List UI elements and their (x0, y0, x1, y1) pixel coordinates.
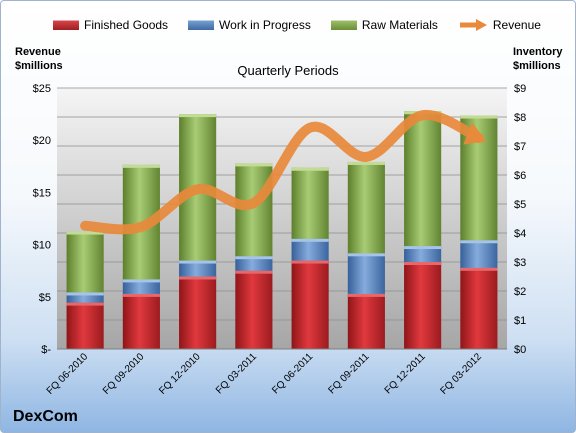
right-axis-tick-label: $3 (514, 257, 526, 269)
x-axis-tick-label: FQ 03-2012 (438, 351, 484, 397)
bar-raw-materials-cap (179, 114, 217, 118)
bar-finished-goods (179, 276, 217, 349)
x-axis-tick-label: FQ 09-2010 (101, 351, 147, 397)
bar-finished-goods (404, 262, 442, 349)
legend-arrow-revenue (459, 19, 487, 31)
revenue-arrowhead (463, 122, 487, 145)
bar-raw-materials (404, 111, 442, 247)
bar-finished-goods-cap (122, 293, 160, 297)
x-axis-tick-label: FQ 12-2011 (383, 351, 428, 396)
bar-finished-goods (347, 293, 385, 349)
right-axis-tick-label: $0 (514, 344, 526, 356)
right-axis-tick-label: $1 (514, 315, 526, 327)
legend-item-revenue: Revenue (458, 18, 541, 32)
right-axis-tick-label: $7 (514, 141, 526, 153)
bar-finished-goods (122, 293, 160, 349)
company-name: DexCom (13, 408, 78, 425)
x-axis-tick-label: FQ 06-2010 (45, 351, 91, 397)
bar-work-in-progress (179, 260, 217, 277)
x-axis-tick-label: FQ 03-2011 (214, 351, 259, 396)
legend-swatch-work-in-progress (188, 20, 215, 30)
left-axis-title: Revenue $millions (15, 45, 63, 73)
bar-work-in-progress (66, 292, 104, 303)
bar-finished-goods (460, 267, 498, 349)
right-axis-title-line-2: $millions (513, 60, 561, 72)
left-axis-tick-label: $25 (33, 83, 51, 95)
legend-item-finished-goods: Finished Goods (53, 18, 168, 32)
bar-work-in-progress-cap (122, 279, 160, 283)
legend-swatch-raw-materials (330, 20, 357, 30)
right-axis-tick-label: $9 (514, 83, 526, 95)
bar-raw-materials-cap (66, 231, 104, 235)
bar-finished-goods-cap (179, 276, 217, 280)
bar-finished-goods (66, 302, 104, 349)
left-axis-tick-label: $15 (33, 187, 51, 199)
legend-item-raw-materials: Raw Materials (330, 18, 438, 32)
right-axis-tick-label: $2 (514, 286, 526, 298)
left-axis-tick-label: $5 (39, 292, 51, 304)
bar-finished-goods-cap (235, 270, 273, 274)
bar-work-in-progress-cap (291, 238, 329, 242)
bar-raw-materials-cap (347, 161, 385, 165)
legend-label-finished-goods: Finished Goods (84, 18, 169, 32)
left-axis-title-line-2: $millions (15, 60, 63, 72)
bar-work-in-progress (347, 253, 385, 294)
left-axis-title-line-1: Revenue (15, 46, 61, 58)
legend-label-raw-materials: Raw Materials (361, 18, 438, 32)
right-axis-tick-label: $5 (514, 199, 526, 211)
legend-label-revenue: Revenue (492, 18, 541, 32)
right-axis-tick-label: $6 (514, 170, 526, 182)
bar-finished-goods-cap (404, 262, 442, 265)
x-axis-tick-label: FQ 06-2011 (270, 351, 315, 396)
bar-work-in-progress-cap (179, 260, 217, 264)
left-axis-tick-label: $20 (33, 135, 51, 147)
bar-work-in-progress (460, 240, 498, 268)
bar-raw-materials-cap (460, 115, 498, 119)
right-axis-title: Inventory $millions (513, 45, 563, 73)
bar-work-in-progress-cap (347, 253, 385, 257)
legend-swatch-finished-goods (53, 20, 79, 30)
bar-work-in-progress-cap (460, 240, 498, 244)
right-axis-tick-label: $8 (514, 112, 526, 124)
bar-raw-materials (291, 167, 329, 239)
bar-raw-materials (66, 231, 104, 293)
left-axis-tick-label: $10 (33, 240, 51, 252)
bar-work-in-progress-cap (235, 256, 273, 260)
right-axis-title-line-1: Inventory (513, 46, 563, 58)
left-axis-tick-label: $- (41, 344, 51, 356)
legend: Finished Goods Work in Progress Raw Mate… (53, 16, 561, 34)
bar-raw-materials (347, 161, 385, 254)
bar-raw-materials-cap (235, 163, 273, 167)
bar-finished-goods-cap (291, 260, 329, 264)
bar-work-in-progress-cap (66, 292, 104, 296)
legend-item-work-in-progress: Work in Progress (188, 18, 311, 32)
revenue-line (80, 109, 484, 235)
bar-raw-materials-cap (122, 164, 160, 168)
bar-finished-goods-cap (66, 302, 104, 306)
legend-label-work-in-progress: Work in Progress (219, 18, 311, 32)
bar-raw-materials-cap (291, 167, 329, 171)
bar-finished-goods (235, 270, 273, 349)
bar-raw-materials (235, 163, 273, 257)
bar-work-in-progress (404, 246, 442, 262)
bar-finished-goods (291, 260, 329, 349)
bar-work-in-progress-cap (404, 246, 442, 250)
bar-finished-goods-cap (460, 267, 498, 271)
bar-work-in-progress (235, 256, 273, 271)
bar-work-in-progress (291, 238, 329, 261)
chart-title: Quarterly Periods (237, 63, 339, 78)
right-axis-tick-label: $4 (514, 228, 526, 240)
bar-work-in-progress (122, 279, 160, 294)
bar-finished-goods-cap (347, 293, 385, 297)
x-axis-tick-label: FQ 12-2010 (157, 351, 203, 397)
x-axis-tick-label: FQ 09-2011 (327, 351, 372, 396)
